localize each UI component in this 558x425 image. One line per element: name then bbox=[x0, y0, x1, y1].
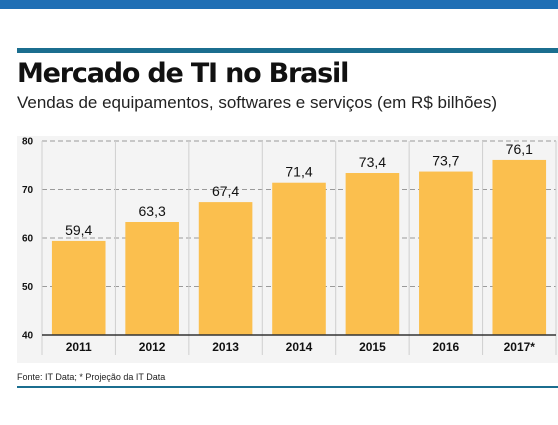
x-tick-label: 2012 bbox=[139, 340, 166, 354]
data-label: 71,4 bbox=[285, 164, 312, 180]
bar bbox=[345, 173, 400, 335]
bar bbox=[419, 171, 473, 335]
y-tick-label: 70 bbox=[22, 185, 34, 196]
footer-rule bbox=[17, 386, 558, 388]
y-tick-label: 80 bbox=[22, 137, 34, 148]
bar bbox=[198, 202, 253, 335]
data-label: 59,4 bbox=[65, 222, 92, 238]
bar bbox=[51, 240, 106, 335]
bar bbox=[125, 221, 179, 335]
x-tick-label: 2011 bbox=[66, 340, 92, 354]
bar bbox=[272, 182, 326, 335]
top-color-band bbox=[0, 0, 558, 9]
data-label: 73,4 bbox=[359, 154, 386, 170]
y-tick-label: 60 bbox=[22, 234, 34, 245]
bar bbox=[492, 159, 547, 335]
y-tick-label: 40 bbox=[22, 331, 34, 342]
data-label: 73,7 bbox=[432, 153, 459, 169]
data-label: 67,4 bbox=[212, 183, 239, 199]
data-label: 63,3 bbox=[139, 203, 166, 219]
x-tick-label: 2015 bbox=[359, 340, 386, 354]
chart-subtitle: Vendas de equipamentos, softwares e serv… bbox=[17, 93, 498, 112]
x-tick-label: 2017* bbox=[504, 340, 536, 354]
header-rule bbox=[17, 48, 558, 53]
x-tick-label: 2013 bbox=[212, 340, 239, 354]
data-label: 76,1 bbox=[506, 141, 533, 157]
source-note: Fonte: IT Data; * Projeção da IT Data bbox=[17, 372, 166, 382]
x-tick-label: 2014 bbox=[286, 340, 313, 354]
y-tick-label: 50 bbox=[22, 282, 34, 293]
chart-title: Mercado de TI no Brasil bbox=[17, 58, 349, 89]
x-tick-label: 2016 bbox=[433, 340, 460, 354]
